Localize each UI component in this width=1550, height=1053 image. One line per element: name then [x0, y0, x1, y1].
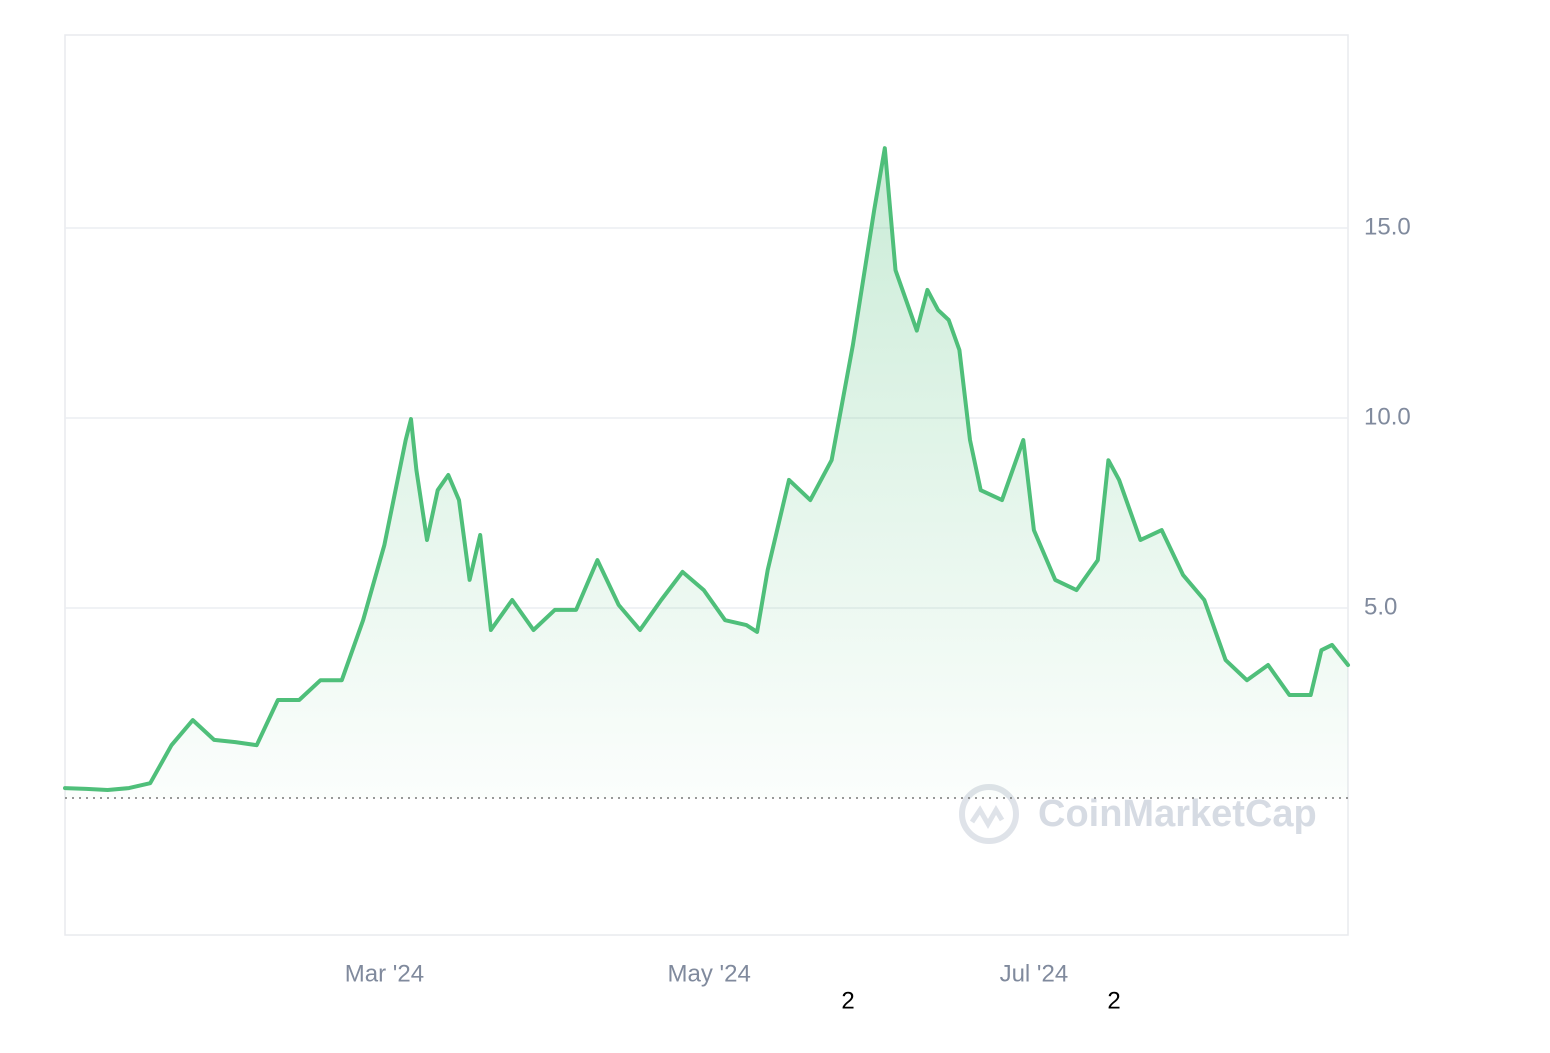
area — [65, 148, 1348, 798]
annotation: 2 — [841, 987, 854, 1014]
plot-frame — [64, 34, 1349, 936]
x-tick-label: Mar '24 — [345, 960, 424, 987]
x-tick-label: May '24 — [668, 960, 751, 987]
y-tick-label: 15.0 — [1364, 213, 1411, 240]
price-line — [63, 146, 1350, 792]
watermark: CoinMarketCap — [1038, 793, 1317, 835]
y-tick-label: 5.0 — [1364, 593, 1397, 620]
annotation: 2 — [1107, 987, 1120, 1014]
y-tick-label: 10.0 — [1364, 403, 1411, 430]
x-tick-label: Jul '24 — [1000, 960, 1069, 987]
